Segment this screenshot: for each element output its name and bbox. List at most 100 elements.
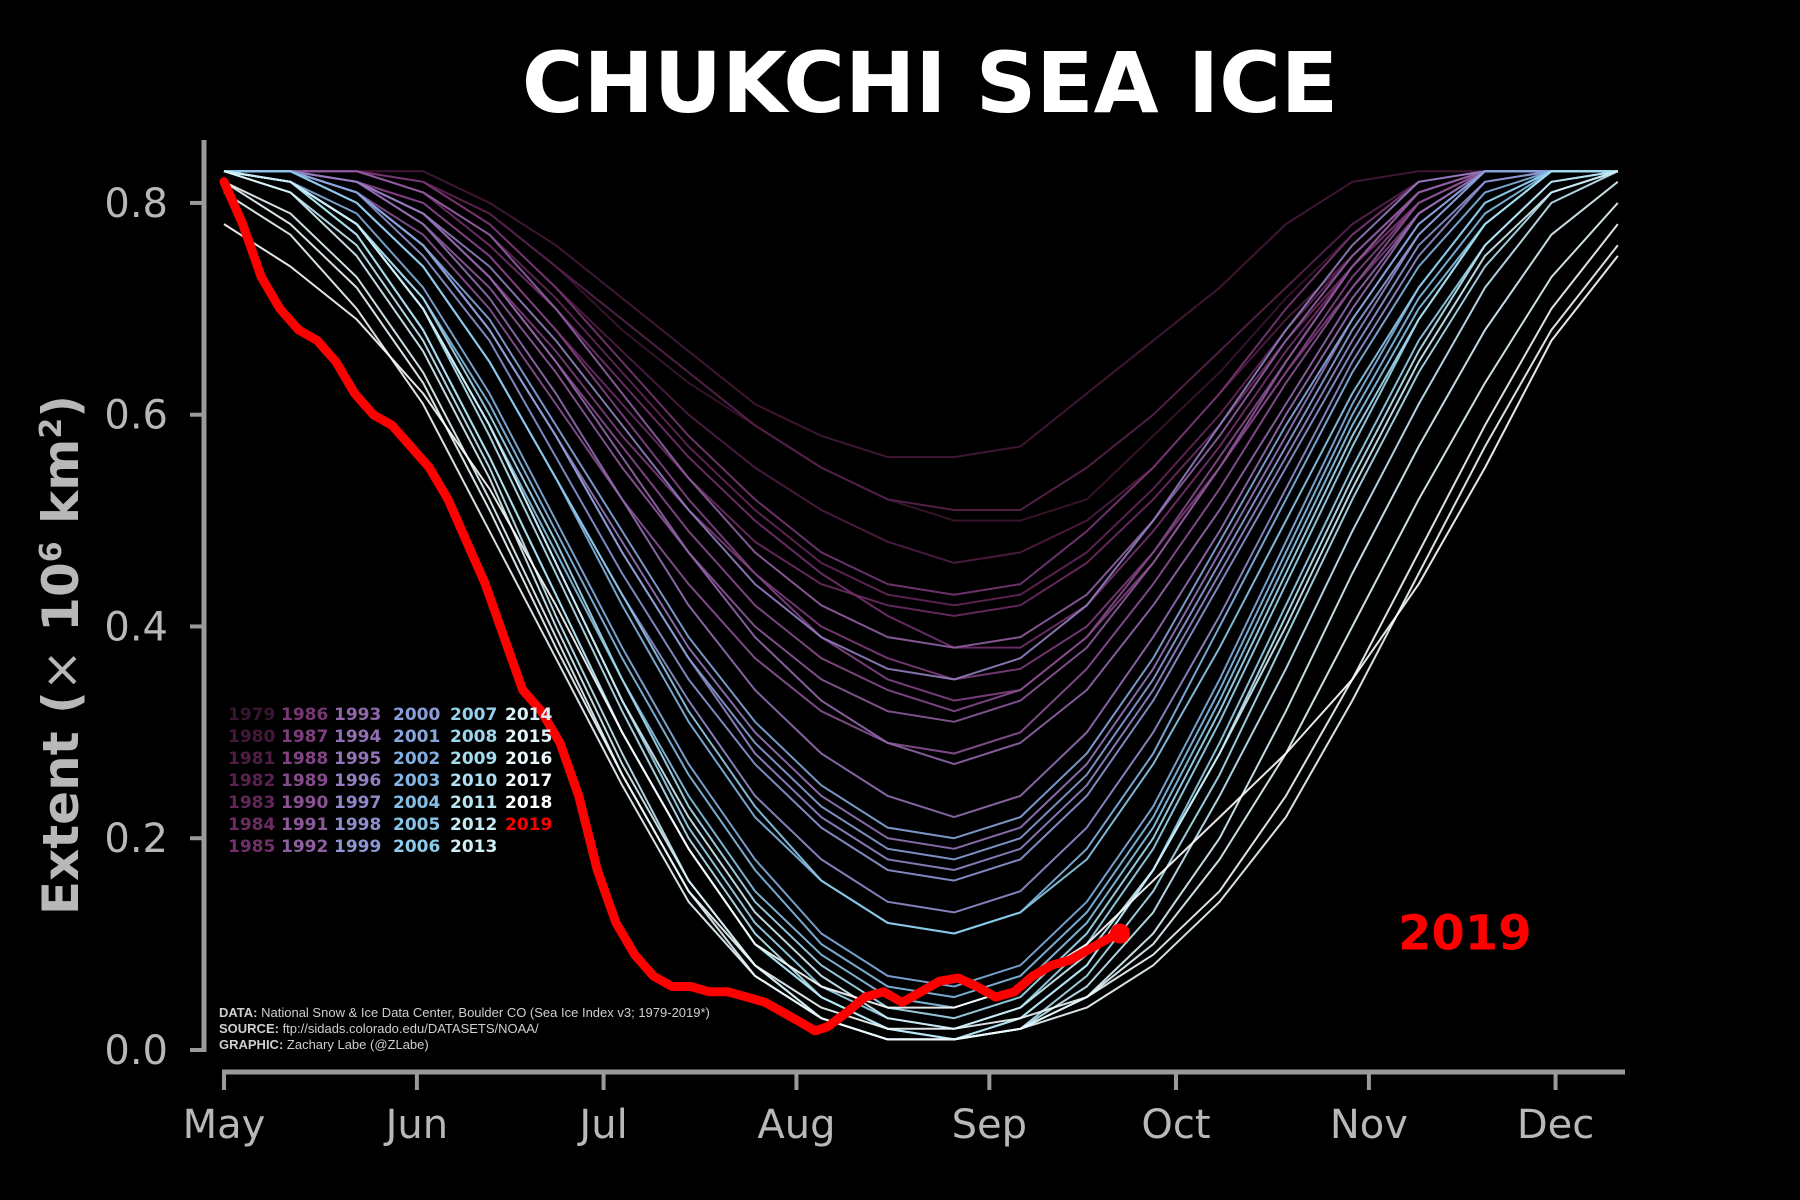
data-note: DATA: National Snow & Ice Data Center, B…: [219, 1005, 710, 1020]
series-line-2006: [224, 170, 1618, 935]
series-line-2016: [223, 191, 1619, 1041]
legend-year-1984: 1984: [228, 815, 275, 835]
series-line-1982: [224, 170, 1618, 511]
y-label-close: ): [32, 395, 90, 418]
y-axis-label: Extent (× 106 km2): [32, 395, 90, 915]
y-label-km: km: [32, 439, 90, 542]
legend-year-2007: 2007: [450, 705, 497, 725]
legend-year-1999: 1999: [334, 837, 381, 857]
legend-year-2002: 2002: [393, 749, 440, 769]
series-line-2011: [223, 170, 1618, 1041]
svg-text:Extent (× 106 km2): Extent (× 106 km2): [32, 395, 90, 915]
data-note-key: DATA:: [219, 1005, 258, 1020]
legend-year-2001: 2001: [393, 727, 440, 747]
legend-year-2014: 2014: [505, 705, 552, 725]
series-line-2013: [223, 170, 1619, 1030]
legend-year-1989: 1989: [281, 771, 328, 791]
x-tick-label: Jul: [576, 1102, 627, 1148]
series-line-2000: [224, 170, 1618, 861]
source-notes: DATA: National Snow & Ice Data Center, B…: [219, 1005, 710, 1052]
legend-year-1988: 1988: [281, 749, 328, 769]
legend-year-2019: 2019: [505, 815, 552, 835]
series-line-1986: [224, 170, 1618, 596]
legend-year-2010: 2010: [450, 771, 497, 791]
data-note-text: National Snow & Ice Data Center, Boulder…: [258, 1005, 710, 1020]
series-line-1999: [224, 170, 1618, 882]
x-tick-label: Sep: [952, 1102, 1027, 1148]
source-note-key: SOURCE:: [219, 1021, 279, 1036]
source-note-text: ftp://sidads.colorado.edu/DATASETS/NOAA/: [279, 1021, 539, 1036]
legend-year-2004: 2004: [393, 793, 440, 813]
legend-year-1979: 1979: [228, 705, 275, 725]
series-line-2004: [223, 170, 1618, 999]
series-line-2001: [224, 170, 1618, 840]
series-line-2002: [223, 170, 1618, 988]
y-label-times: ×: [32, 649, 90, 691]
label-2019: 2019: [1398, 906, 1532, 962]
series-line-1994: [224, 170, 1618, 819]
graphic-note-text: Zachary Labe (@ZLabe): [283, 1037, 428, 1052]
series-line-2009: [223, 170, 1618, 1020]
legend-year-2009: 2009: [450, 749, 497, 769]
x-tick-label: Dec: [1517, 1102, 1594, 1148]
legend-year-1992: 1992: [281, 837, 328, 857]
legend-year-1995: 1995: [334, 749, 381, 769]
legend-year-2003: 2003: [393, 771, 440, 791]
legend-year-1986: 1986: [281, 705, 328, 725]
legend-year-2017: 2017: [505, 771, 552, 791]
y-tick-label: 0.0: [104, 1028, 168, 1074]
y-label-exp6: 6: [34, 541, 69, 562]
series-line-1988: [224, 170, 1618, 702]
legend-year-1983: 1983: [228, 793, 275, 813]
y-label-exp2: 2: [34, 418, 69, 439]
legend-year-2008: 2008: [450, 727, 497, 747]
legend-year-2013: 2013: [450, 837, 497, 857]
legend-year-1982: 1982: [228, 771, 275, 791]
legend-year-1987: 1987: [281, 727, 328, 747]
legend-year-1996: 1996: [334, 771, 381, 791]
x-tick-label: May: [183, 1102, 266, 1148]
x-tick-label: Nov: [1330, 1102, 1408, 1148]
legend-year-1993: 1993: [334, 705, 381, 725]
legend-year-2012: 2012: [450, 815, 497, 835]
series-lines: [223, 170, 1619, 1041]
legend-year-2018: 2018: [505, 793, 552, 813]
x-tick-label: Aug: [757, 1102, 835, 1148]
legend-year-2005: 2005: [393, 815, 440, 835]
legend-year-1991: 1991: [281, 815, 328, 835]
series-line-1991: [224, 170, 1618, 723]
y-tick-label: 0.4: [104, 604, 168, 650]
series-line-2019: [219, 177, 1125, 1036]
y-label-ten: 10: [32, 562, 90, 649]
legend-year-1980: 1980: [228, 727, 275, 747]
series-line-1996: [224, 170, 1618, 681]
graphic-note-key: GRAPHIC:: [219, 1037, 283, 1052]
y-tick-label: 0.2: [104, 816, 168, 862]
legend-year-2000: 2000: [393, 705, 440, 725]
y-label-main: Extent (: [32, 691, 90, 915]
series-line-1980: [224, 170, 1618, 459]
series-line-1990: [224, 170, 1618, 755]
y-tick-label: 0.8: [104, 181, 168, 227]
x-tick-label: Jun: [383, 1102, 449, 1148]
legend-year-1990: 1990: [281, 793, 328, 813]
chart-title: CHUKCHI SEA ICE: [522, 34, 1338, 132]
legend-year-2006: 2006: [393, 837, 440, 857]
legend-year-1998: 1998: [334, 815, 381, 835]
series-line-2017: [223, 180, 1619, 1030]
highlight-2019-layer: 2019: [219, 177, 1532, 1036]
source-note: SOURCE: ftp://sidads.colorado.edu/DATASE…: [219, 1021, 539, 1036]
graphic-note: GRAPHIC: Zachary Labe (@ZLabe): [219, 1037, 429, 1052]
legend-year-2016: 2016: [505, 749, 552, 769]
legend-year-1994: 1994: [334, 727, 381, 747]
y-tick-label: 0.6: [104, 393, 168, 439]
series-line-1993: [224, 170, 1618, 766]
legend-year-2015: 2015: [505, 727, 552, 747]
x-tick-label: Oct: [1141, 1102, 1210, 1148]
series-line-2018: [223, 223, 1619, 1009]
series-line-1985: [224, 170, 1618, 649]
legend-year-1981: 1981: [228, 749, 275, 769]
axes: 0.0 0.2 0.4 0.6 0.8 May Jun Jul Aug Sep Oct Nov Dec: [104, 140, 1625, 1148]
